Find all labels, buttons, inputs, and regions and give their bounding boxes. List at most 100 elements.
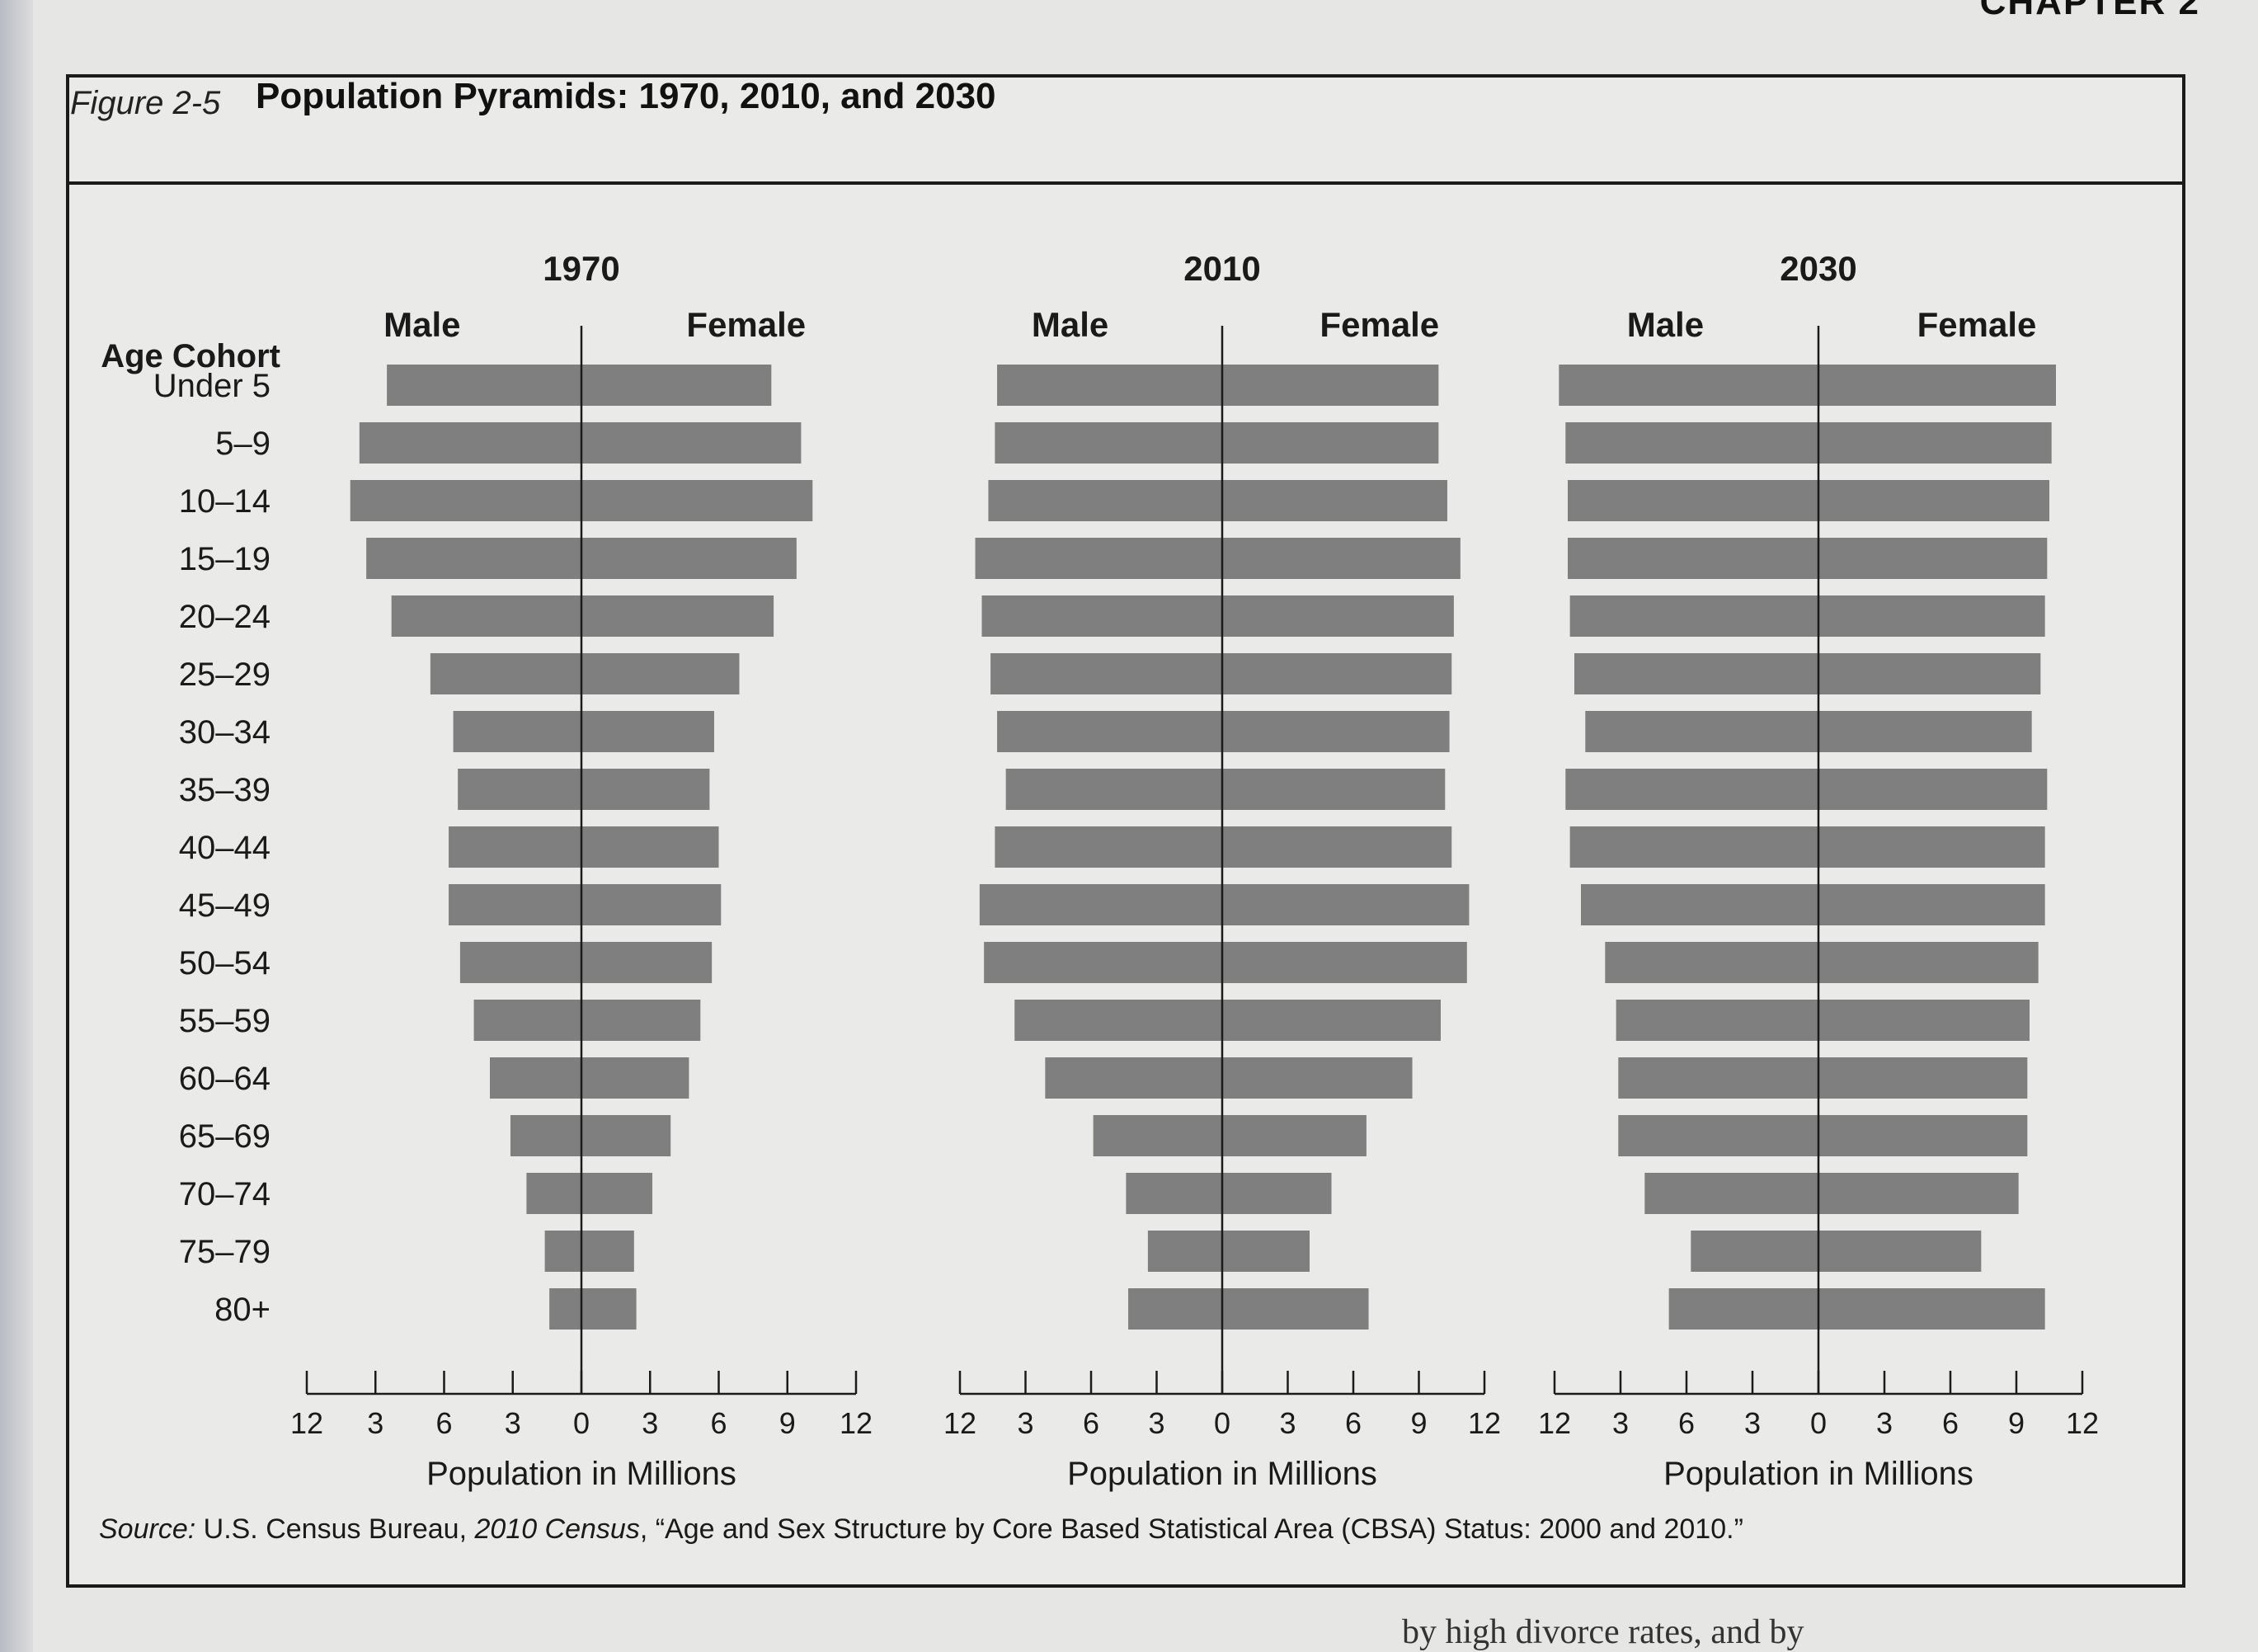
age-cohort-label-8: 40–44 bbox=[179, 830, 270, 866]
bar-2010-male-2 bbox=[988, 480, 1222, 521]
bar-2030-male-2 bbox=[1568, 480, 1818, 521]
female-label-2030: Female bbox=[1917, 305, 2037, 344]
bar-2010-female-2 bbox=[1222, 480, 1447, 521]
x-tick-label-1970-2: 6 bbox=[435, 1406, 452, 1440]
bar-1970-male-3 bbox=[366, 538, 581, 579]
x-tick-label-2030-6: 6 bbox=[1942, 1406, 1959, 1440]
bar-1970-female-11 bbox=[581, 1000, 701, 1041]
bar-2010-male-9 bbox=[979, 884, 1222, 925]
bar-2010-female-7 bbox=[1222, 769, 1446, 810]
age-cohort-label-16: 80+ bbox=[214, 1292, 270, 1328]
bar-1970-female-5 bbox=[581, 653, 740, 694]
bar-2010-female-5 bbox=[1222, 653, 1452, 694]
bar-2010-female-3 bbox=[1222, 538, 1461, 579]
bar-1970-male-14 bbox=[526, 1173, 581, 1214]
bar-2030-female-7 bbox=[1818, 769, 2048, 810]
bar-2030-female-5 bbox=[1818, 653, 2041, 694]
x-tick-label-2010-5: 3 bbox=[1279, 1406, 1296, 1440]
male-label-1970: Male bbox=[383, 305, 460, 344]
bar-2030-female-12 bbox=[1818, 1057, 2028, 1099]
bar-2010-male-0 bbox=[997, 365, 1222, 406]
x-tick-label-2010-1: 3 bbox=[1017, 1406, 1033, 1440]
bar-1970-female-15 bbox=[581, 1231, 634, 1272]
x-axis-label-2030: Population in Millions bbox=[1663, 1456, 1973, 1492]
x-tick-label-2010-4: 0 bbox=[1214, 1406, 1230, 1440]
panel-title-2010: 2010 bbox=[1183, 249, 1260, 288]
panel-title-1970: 1970 bbox=[543, 249, 619, 288]
bar-2030-male-0 bbox=[1559, 365, 1818, 406]
figure-label: Figure 2-5 bbox=[70, 85, 221, 121]
bar-1970-male-16 bbox=[549, 1288, 581, 1330]
age-cohort-heading: Age Cohort bbox=[101, 338, 280, 374]
bar-2010-female-4 bbox=[1222, 595, 1454, 637]
bar-1970-female-10 bbox=[581, 942, 713, 983]
bar-2030-male-11 bbox=[1616, 1000, 1818, 1041]
x-tick-label-1970-1: 3 bbox=[367, 1406, 383, 1440]
bar-2030-male-10 bbox=[1605, 942, 1818, 983]
bar-2030-female-0 bbox=[1818, 365, 2056, 406]
bar-1970-male-4 bbox=[391, 595, 581, 637]
bar-2030-female-10 bbox=[1818, 942, 2039, 983]
bar-2010-male-1 bbox=[995, 422, 1222, 464]
age-cohort-label-12: 60–64 bbox=[179, 1061, 270, 1097]
x-tick-label-2030-0: 12 bbox=[1538, 1406, 1571, 1440]
bar-1970-male-1 bbox=[359, 422, 581, 464]
x-tick-label-2010-2: 6 bbox=[1083, 1406, 1099, 1440]
x-tick-label-2030-7: 9 bbox=[2008, 1406, 2025, 1440]
bar-2030-female-2 bbox=[1818, 480, 2049, 521]
bar-1970-female-1 bbox=[581, 422, 802, 464]
bar-2030-male-15 bbox=[1691, 1231, 1818, 1272]
bar-1970-female-13 bbox=[581, 1115, 671, 1156]
bar-1970-female-7 bbox=[581, 769, 710, 810]
figure-title: Population Pyramids: 1970, 2010, and 203… bbox=[256, 76, 996, 116]
bar-2030-male-13 bbox=[1618, 1115, 1818, 1156]
source-agency: U.S. Census Bureau, bbox=[195, 1513, 475, 1545]
bar-2010-male-16 bbox=[1128, 1288, 1222, 1330]
bar-2010-female-16 bbox=[1222, 1288, 1369, 1330]
bar-2030-male-14 bbox=[1644, 1173, 1818, 1214]
bar-1970-female-8 bbox=[581, 826, 719, 868]
bar-1970-female-16 bbox=[581, 1288, 637, 1330]
bar-2010-male-6 bbox=[997, 711, 1222, 752]
page-binding-edge bbox=[0, 0, 33, 1652]
bar-1970-male-10 bbox=[459, 942, 581, 983]
title-rule bbox=[66, 181, 2185, 185]
bar-1970-male-8 bbox=[449, 826, 581, 868]
bar-2010-male-5 bbox=[990, 653, 1222, 694]
bar-1970-female-4 bbox=[581, 595, 774, 637]
bar-2010-female-14 bbox=[1222, 1173, 1332, 1214]
bar-2010-male-7 bbox=[1005, 769, 1222, 810]
bar-2030-male-3 bbox=[1568, 538, 1818, 579]
bar-1970-male-9 bbox=[449, 884, 581, 925]
age-cohort-label-2: 10–14 bbox=[179, 483, 270, 520]
bar-2010-male-3 bbox=[975, 538, 1222, 579]
bar-2030-female-16 bbox=[1818, 1288, 2045, 1330]
bar-2010-male-4 bbox=[981, 595, 1222, 637]
male-label-2030: Male bbox=[1627, 305, 1704, 344]
bar-2030-female-8 bbox=[1818, 826, 2045, 868]
bar-2010-male-10 bbox=[984, 942, 1222, 983]
bar-2010-female-0 bbox=[1222, 365, 1439, 406]
bar-1970-male-13 bbox=[510, 1115, 581, 1156]
female-label-2010: Female bbox=[1320, 305, 1439, 344]
source-note: Source: U.S. Census Bureau, 2010 Census,… bbox=[99, 1513, 1743, 1546]
bar-2030-male-9 bbox=[1581, 884, 1818, 925]
age-cohort-label-3: 15–19 bbox=[179, 541, 270, 577]
x-tick-label-2030-8: 12 bbox=[2066, 1406, 2099, 1440]
age-cohort-label-10: 50–54 bbox=[179, 945, 270, 981]
age-cohort-label-1: 5–9 bbox=[215, 426, 270, 462]
bar-2010-male-11 bbox=[1014, 1000, 1222, 1041]
male-label-2010: Male bbox=[1032, 305, 1108, 344]
bar-2010-male-15 bbox=[1147, 1231, 1222, 1272]
source-prefix: Source: bbox=[99, 1513, 196, 1545]
bar-2010-female-12 bbox=[1222, 1057, 1413, 1099]
bar-1970-female-3 bbox=[581, 538, 797, 579]
bar-1970-female-2 bbox=[581, 480, 813, 521]
x-tick-label-2010-7: 9 bbox=[1410, 1406, 1427, 1440]
age-cohort-label-6: 30–34 bbox=[179, 714, 270, 751]
bar-2030-male-16 bbox=[1668, 1288, 1818, 1330]
female-label-1970: Female bbox=[686, 305, 806, 344]
bar-1970-male-11 bbox=[473, 1000, 581, 1041]
bar-2030-female-4 bbox=[1818, 595, 2045, 637]
bar-2010-female-8 bbox=[1222, 826, 1452, 868]
